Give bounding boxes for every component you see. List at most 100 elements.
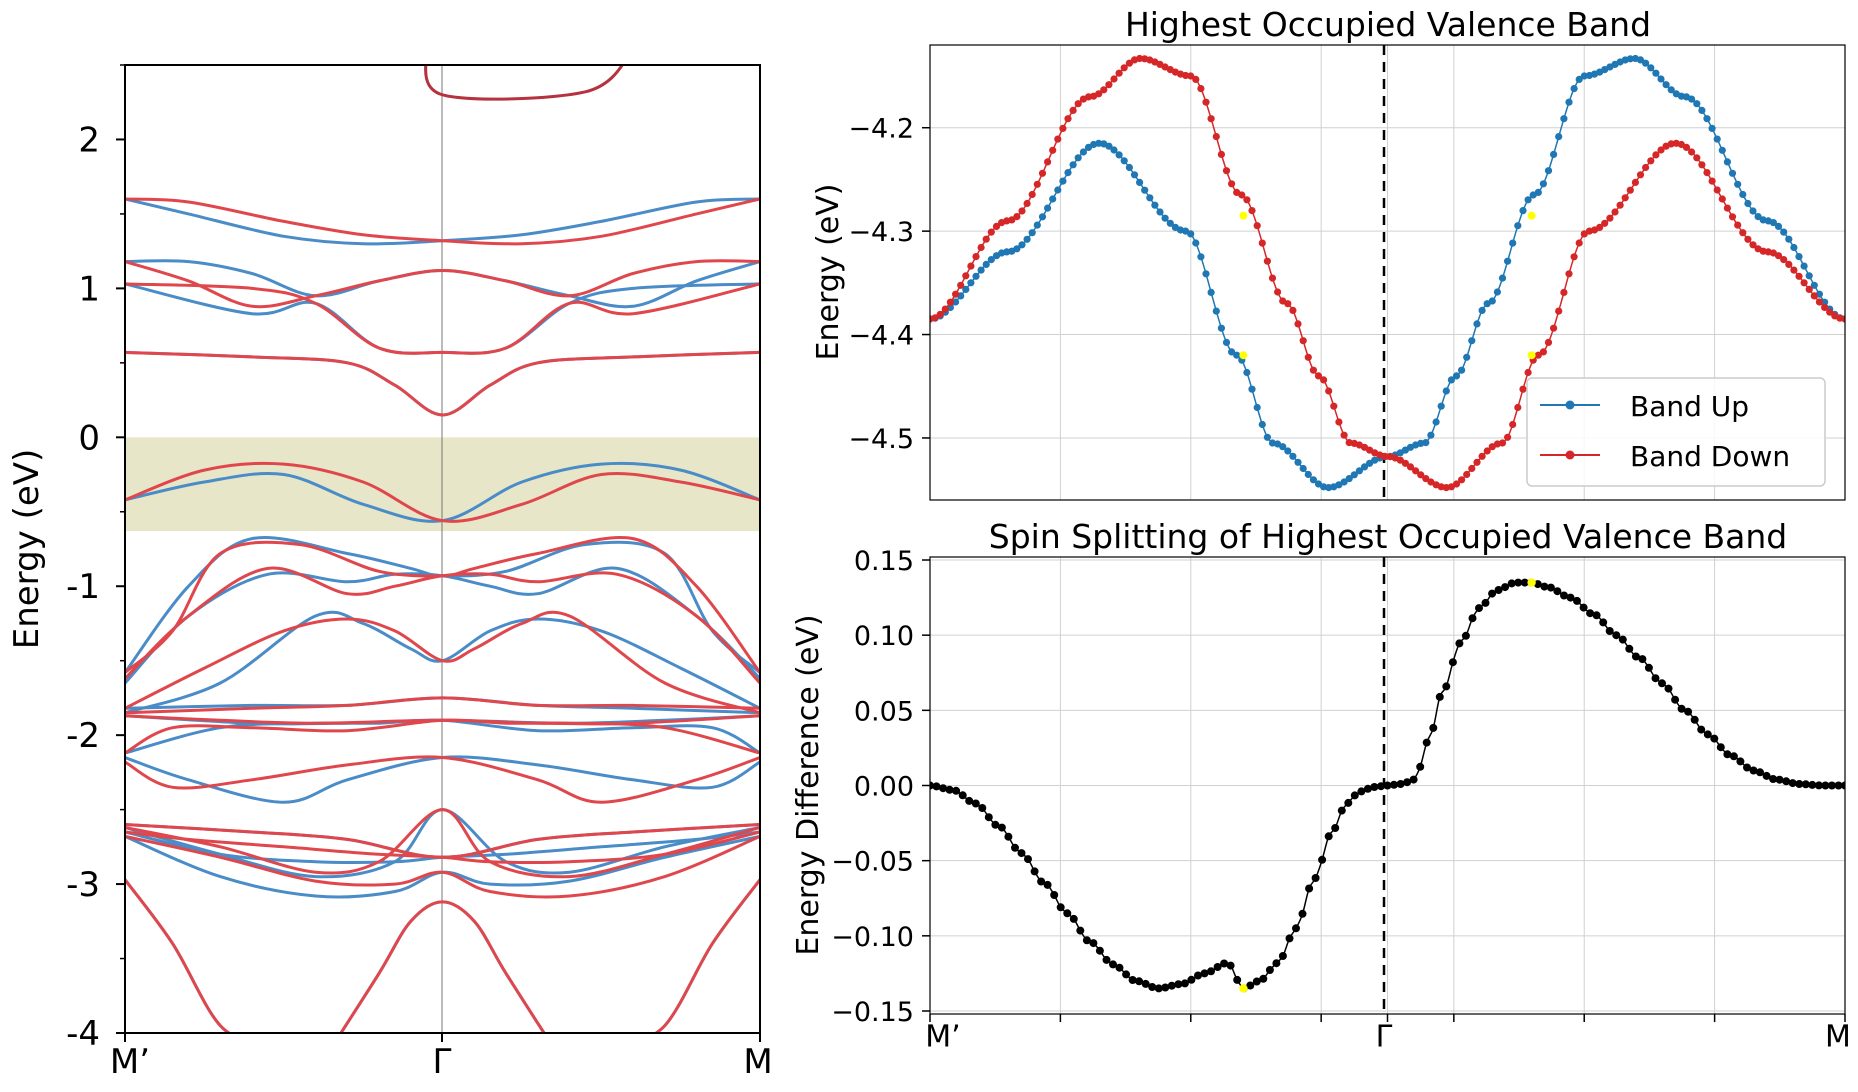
valence-point	[1008, 216, 1016, 224]
spin-down-band-15	[125, 834, 760, 899]
splitting-point	[939, 784, 948, 793]
valence-point	[1795, 272, 1803, 280]
valence-point	[1524, 196, 1532, 204]
valence-point	[1263, 257, 1271, 265]
valence-point	[1284, 447, 1292, 455]
valence-point	[1320, 376, 1328, 384]
splitting-point	[1697, 725, 1706, 734]
valence-point	[1335, 418, 1343, 426]
splitting-point	[1363, 784, 1372, 793]
valence-point	[1795, 253, 1803, 261]
valence-point	[1079, 148, 1087, 156]
valence-point	[1682, 143, 1691, 151]
valence-point	[1304, 353, 1312, 361]
splitting-point	[1762, 771, 1771, 780]
splitting-point	[1194, 971, 1202, 980]
valence-point	[1054, 135, 1062, 143]
splitting-point	[1017, 849, 1026, 858]
valence-point	[977, 266, 985, 274]
splitting-point	[1716, 743, 1725, 752]
valence-point	[1693, 154, 1701, 162]
valence-point	[1636, 171, 1645, 179]
splitting-point	[945, 785, 954, 794]
valence-y-tick-label: −4.2	[848, 114, 914, 145]
splitting-point	[1063, 909, 1072, 918]
splitting-y-tick-label: 0.15	[854, 546, 914, 577]
valence-point	[1774, 222, 1783, 230]
valence-point	[1299, 464, 1307, 473]
splitting-point	[971, 799, 980, 808]
valence-point	[1821, 298, 1829, 306]
splitting-point	[1095, 946, 1104, 955]
valence-point	[1309, 366, 1317, 374]
valence-point	[1304, 470, 1312, 479]
spin-down-band-7	[125, 610, 760, 715]
splitting-point	[1357, 787, 1366, 796]
valence-point	[1028, 229, 1036, 237]
spin-down-band-3	[125, 282, 760, 355]
valence-point	[1780, 256, 1788, 264]
valence-point	[1744, 235, 1752, 243]
splitting-point	[1540, 582, 1549, 591]
valence-point	[1136, 54, 1144, 63]
valence-point	[946, 298, 955, 306]
splitting-point	[1586, 609, 1595, 618]
valence-point	[1544, 167, 1553, 175]
splitting-point	[1573, 596, 1581, 605]
splitting-point	[1442, 682, 1451, 691]
valence-point	[1708, 124, 1716, 132]
valence-point	[1033, 221, 1041, 229]
valence-point	[1790, 266, 1798, 274]
splitting-point	[1599, 618, 1608, 627]
valence-point	[1749, 207, 1757, 215]
splitting-point	[1337, 806, 1346, 815]
splitting-point	[1481, 598, 1490, 607]
valence-point	[1217, 150, 1225, 158]
band-y-tick-label: 1	[78, 269, 100, 309]
valence-point	[1406, 463, 1415, 471]
splitting-point	[1507, 579, 1516, 588]
splitting-point	[1154, 984, 1163, 993]
valence-highlight-point	[1239, 351, 1248, 360]
valence-point	[1059, 124, 1067, 132]
splitting-point	[1207, 967, 1215, 976]
splitting-point	[1710, 734, 1719, 743]
splitting-series	[930, 578, 1845, 993]
spin-down-band-11	[125, 755, 760, 804]
splitting-point	[1148, 983, 1157, 991]
valence-point	[952, 290, 960, 298]
valence-point	[1728, 169, 1737, 177]
valence-point	[1785, 260, 1793, 268]
splitting-point	[1174, 980, 1183, 989]
splitting-point	[1468, 614, 1477, 623]
splitting-point	[1631, 652, 1640, 661]
valence-point	[1642, 59, 1650, 67]
splitting-point	[1200, 969, 1209, 978]
splitting-point	[1429, 723, 1438, 732]
valence-point	[1263, 433, 1271, 441]
valence-point	[1519, 385, 1527, 393]
valence-point	[1136, 178, 1144, 186]
valence-y-ticks: −4.2 −4.3 −4.4 −4.5	[848, 114, 930, 455]
valence-point	[1723, 204, 1731, 212]
valence-axes-frame	[929, 44, 1846, 501]
splitting-y-tick-label: −0.10	[831, 922, 914, 953]
valence-point	[1565, 270, 1573, 278]
splitting-point	[1416, 762, 1425, 771]
splitting-point	[1167, 981, 1176, 990]
splitting-point	[1769, 775, 1778, 783]
splitting-point	[1422, 738, 1431, 747]
splitting-point	[1756, 768, 1764, 777]
valence-point	[1447, 376, 1455, 384]
valence-point	[1498, 274, 1507, 282]
valence-point	[1815, 298, 1823, 306]
splitting-point	[1723, 750, 1732, 759]
valence-point	[1728, 213, 1737, 221]
valence-point	[1013, 213, 1021, 221]
valence-point	[1049, 195, 1057, 203]
splitting-point	[1252, 977, 1261, 986]
valence-point	[1274, 288, 1282, 296]
valence-point	[1647, 64, 1655, 72]
splitting-point	[1841, 781, 1845, 790]
splitting-y-tick-label: 0.05	[854, 696, 914, 727]
